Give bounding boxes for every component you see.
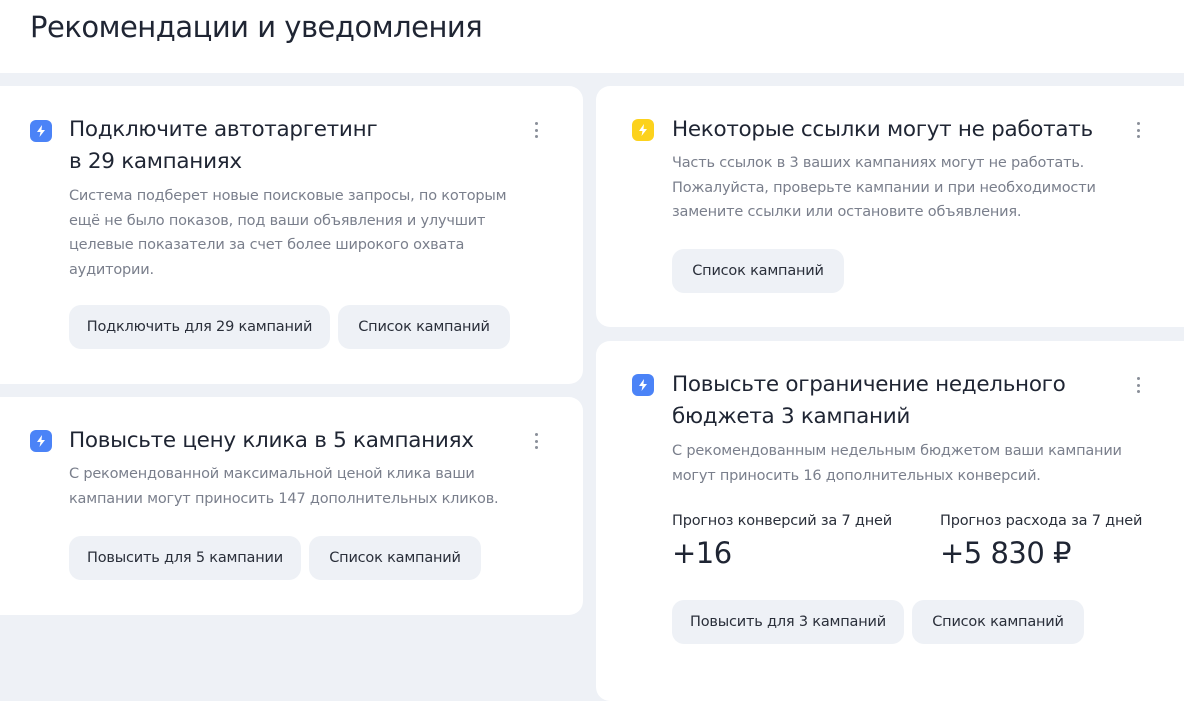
card-title: Подключите автотаргетинг (69, 117, 378, 142)
conversion-forecast-value: +16 (672, 536, 732, 570)
card-title: Некоторые ссылки могут не работать (672, 117, 1093, 142)
notification-card-broken-links: Некоторые ссылки могут не работать Часть… (596, 86, 1184, 327)
campaign-list-button[interactable]: Список кампаний (309, 536, 481, 580)
description-line: замените ссылки или остановите объявлени… (672, 204, 1022, 220)
lightning-icon (30, 430, 52, 452)
recommendation-card-click-price: Повысьте цену клика в 5 кампаниях С реко… (0, 397, 583, 615)
more-options-icon[interactable] (531, 430, 541, 452)
card-title: Повысьте цену клика в 5 кампаниях (69, 428, 474, 453)
more-options-icon[interactable] (1133, 119, 1143, 141)
lightning-icon (632, 374, 654, 396)
raise-bid-button[interactable]: Повысить для 5 кампании (69, 536, 301, 580)
raise-budget-button[interactable]: Повысить для 3 кампаний (672, 600, 904, 644)
card-title: Повысьте ограничение недельного (672, 372, 1066, 397)
description-line: целевые показатели за счет более широког… (69, 237, 465, 253)
campaign-list-button[interactable]: Список кампаний (338, 305, 510, 349)
description-line: Пожалуйста, проверьте кампании и при нео… (672, 179, 1096, 196)
enable-autotargeting-button[interactable]: Подключить для 29 кампаний (69, 305, 330, 349)
description-line: С рекомендованным недельным бюджетом ваш… (672, 443, 1122, 459)
description-line: С рекомендованной максимальной ценой кли… (69, 466, 475, 482)
description-line: аудитории. (69, 261, 154, 278)
campaign-list-button[interactable]: Список кампаний (672, 249, 844, 293)
more-options-icon[interactable] (531, 119, 541, 141)
description-line: могут приносить 16 дополнительных конвер… (672, 467, 1041, 484)
lightning-icon (30, 120, 52, 142)
description-line: Система подберет новые поисковые запросы… (69, 188, 507, 204)
card-description: Часть ссылок в 3 ваших кампаниях могут н… (672, 151, 1096, 225)
card-description: С рекомендованной максимальной ценой кли… (69, 462, 499, 511)
card-description: Система подберет новые поисковые запросы… (69, 184, 507, 282)
conversion-forecast-label: Прогноз конверсий за 7 дней (672, 513, 892, 529)
spend-forecast-label: Прогноз расхода за 7 дней (940, 513, 1143, 529)
description-line: кампании могут приносить 147 дополнитель… (69, 490, 499, 507)
card-title: в 29 кампаниях (69, 149, 242, 174)
lightning-icon (632, 119, 654, 141)
description-line: Часть ссылок в 3 ваших кампаниях могут н… (672, 155, 1085, 171)
card-title: бюджета 3 кампаний (672, 404, 911, 429)
recommendation-card-autotargeting: Подключите автотаргетинг в 29 кампаниях С… (0, 86, 583, 384)
page-title: Рекомендации и уведомления (30, 10, 483, 44)
card-description: С рекомендованным недельным бюджетом ваш… (672, 439, 1122, 488)
more-options-icon[interactable] (1133, 374, 1143, 396)
recommendation-card-weekly-budget: Повысьте ограничение недельного бюджета 3… (596, 341, 1184, 701)
page-header: Рекомендации и уведомления (0, 0, 1184, 73)
description-line: ещё не было показов, под ваши объявления… (69, 212, 486, 229)
campaign-list-button[interactable]: Список кампаний (912, 600, 1084, 644)
spend-forecast-value: +5 830 ₽ (940, 536, 1072, 570)
